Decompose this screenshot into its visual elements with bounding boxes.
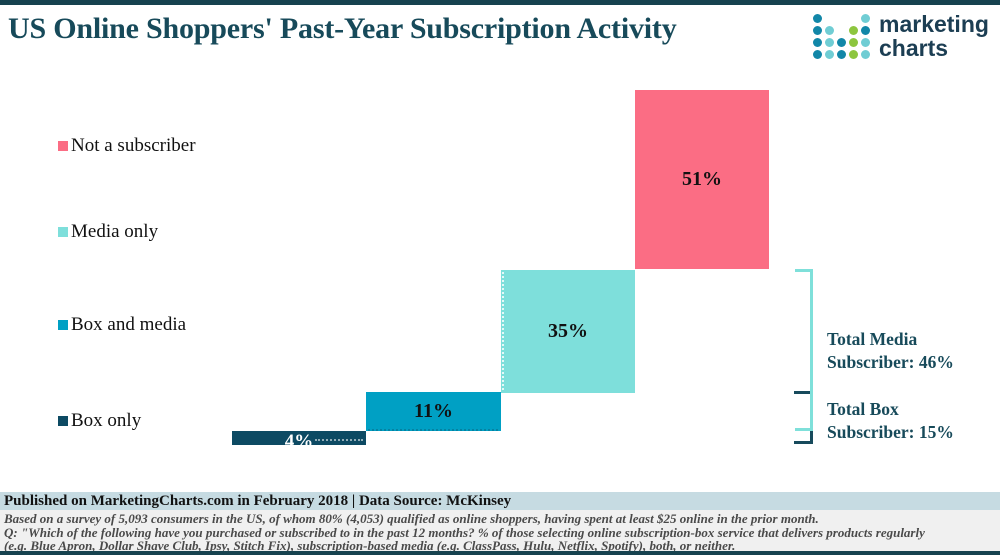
logo-dot-icon — [813, 14, 822, 23]
top-border — [0, 0, 1000, 5]
bar-value-label: 51% — [682, 168, 722, 190]
legend-item-box-only: Box only — [58, 410, 142, 431]
dotted-connector — [315, 439, 363, 441]
logo-dot-icon — [825, 38, 834, 47]
logo-dot-icon — [837, 38, 846, 47]
bar-value-label: 11% — [414, 400, 453, 422]
logo-dot-icon — [825, 26, 834, 35]
logo-wordmark: marketing charts — [879, 12, 989, 60]
logo-dot-icon — [849, 38, 858, 47]
legend-item-media-only: Media only — [58, 221, 159, 242]
bar-media-only: 35% — [501, 270, 635, 393]
logo-dot-icon — [825, 50, 834, 59]
published-source-text: Published on MarketingCharts.com in Febr… — [4, 492, 512, 509]
logo-dot-icon — [813, 38, 822, 47]
bar-not-a-subscriber: 51% — [635, 90, 769, 269]
bar-box-only: 4% — [232, 431, 366, 452]
footnote-line: Based on a survey of 5,093 consumers in … — [4, 511, 819, 526]
total-box-line1: Total Box — [827, 399, 899, 419]
footnote-line: (e.g. Blue Apron, Dollar Shave Club, Ips… — [4, 538, 736, 553]
total-media-line2: Subscriber: 46% — [827, 352, 954, 372]
logo-dot-icon — [861, 50, 870, 59]
logo-word-1: marketing — [879, 11, 989, 37]
bar-value-label: 35% — [548, 320, 588, 342]
legend-label: Media only — [71, 221, 159, 242]
legend-item-box-and-media: Box and media — [58, 314, 187, 335]
footnotes: Based on a survey of 5,093 consumers in … — [0, 510, 1000, 553]
legend-item-not-a-subscriber: Not a subscriber — [58, 135, 196, 156]
dotted-connector — [368, 429, 498, 431]
logo-dot-icon — [861, 38, 870, 47]
logo-dots-icon — [813, 14, 873, 62]
dotted-connector — [502, 272, 504, 390]
bottom-border — [0, 551, 1000, 555]
legend-swatch-icon — [58, 141, 68, 151]
logo-dot-icon — [837, 50, 846, 59]
total-box-line2: Subscriber: 15% — [827, 422, 954, 442]
legend-swatch-icon — [58, 416, 68, 426]
page-title: US Online Shoppers' Past-Year Subscripti… — [8, 12, 677, 45]
footer-source-band: Published on MarketingCharts.com in Febr… — [0, 492, 1000, 510]
marketingcharts-logo: marketing charts — [813, 12, 993, 64]
bar-box-and-media: 11% — [366, 392, 501, 431]
legend-label: Not a subscriber — [71, 135, 196, 156]
legend-label: Box only — [71, 410, 142, 431]
total-media-line1: Total Media — [827, 329, 918, 349]
logo-dot-icon — [861, 14, 870, 23]
legend-swatch-icon — [58, 320, 68, 330]
total-box-annotation: Total Box Subscriber: 15% — [827, 398, 954, 444]
logo-dot-icon — [849, 26, 858, 35]
total-media-annotation: Total Media Subscriber: 46% — [827, 328, 954, 374]
logo-dot-icon — [861, 26, 870, 35]
total-media-bracket — [795, 269, 813, 431]
logo-word-2: charts — [879, 35, 949, 61]
logo-dot-icon — [813, 50, 822, 59]
footnote-line: Q: "Which of the following have you purc… — [4, 524, 925, 540]
legend-label: Box and media — [71, 314, 187, 335]
logo-dot-icon — [849, 50, 858, 59]
legend-swatch-icon — [58, 227, 68, 237]
bar-value-label: 4% — [284, 431, 314, 452]
logo-dot-icon — [813, 26, 822, 35]
